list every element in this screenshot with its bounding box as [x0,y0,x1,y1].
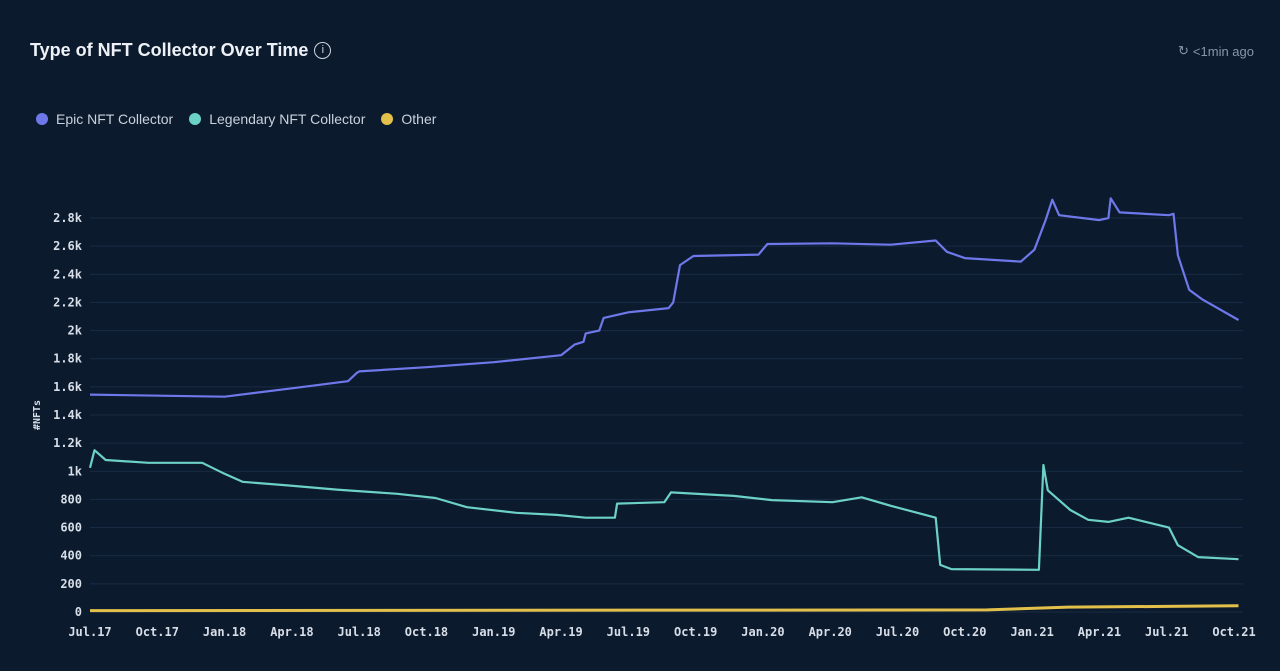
legend-label: Other [401,111,437,127]
y-tick-label: 1.2k [53,436,83,450]
x-tick-label: Oct.19 [674,625,717,639]
x-tick-label: Apr.19 [539,625,582,639]
y-tick-label: 2.2k [53,295,83,309]
y-axis-label: #NFTs [32,400,43,430]
x-tick-label: Oct.21 [1212,625,1255,639]
chart-title-text: Type of NFT Collector Over Time [30,40,309,60]
last-updated: ↻ <1min ago [1178,43,1254,59]
x-tick-label: Jan.19 [472,625,515,639]
x-tick-label: Apr.18 [270,625,313,639]
y-tick-label: 0 [75,605,82,619]
x-tick-label: Jul.17 [68,625,111,639]
x-tick-label: Oct.20 [943,625,986,639]
series-line-legendary-nft-collector [88,449,1239,571]
legend-item-legendary[interactable]: Legendary NFT Collector [189,111,365,127]
x-tick-label: Apr.21 [1078,625,1121,639]
y-tick-label: 2.4k [53,267,83,281]
legend-dot-icon [36,113,48,125]
legend-label: Epic NFT Collector [56,111,174,127]
x-tick-label: Jan.20 [741,625,784,639]
x-tick-label: Oct.17 [136,625,179,639]
refresh-clock-icon[interactable]: ↻ [1178,43,1189,58]
legend-dot-icon [381,113,394,125]
y-tick-label: 1.4k [53,408,83,422]
x-tick-label: Jul.19 [607,625,650,639]
x-tick-label: Apr.20 [809,625,852,639]
y-tick-label: 400 [60,549,82,563]
y-tick-label: 800 [60,492,82,506]
x-tick-label: Jul.18 [338,625,381,639]
x-tick-label: Jan.21 [1010,625,1053,639]
x-tick-label: Oct.18 [405,625,448,639]
x-tick-label: Jan.18 [203,625,246,639]
y-tick-label: 1.6k [53,380,83,394]
legend: Epic NFT Collector Legendary NFT Collect… [36,111,436,127]
chart-title: Type of NFT Collector Over Time i [30,40,332,61]
legend-label: Legendary NFT Collector [209,111,366,127]
y-tick-label: 2k [68,324,83,338]
y-tick-label: 1.8k [53,352,83,366]
y-tick-label: 2.8k [53,211,83,225]
y-tick-label: 1k [68,464,83,478]
y-tick-label: 200 [60,577,82,591]
series-line-epic-nft-collector [89,197,1240,398]
legend-item-other[interactable]: Other [381,111,436,127]
y-tick-label: 2.6k [53,239,83,253]
last-updated-text: <1min ago [1192,43,1254,59]
x-tick-label: Jul.20 [876,625,919,639]
x-tick-label: Jul.21 [1145,625,1188,639]
info-icon[interactable]: i [314,42,332,59]
legend-item-epic[interactable]: Epic NFT Collector [36,111,173,127]
legend-dot-icon [189,113,202,125]
y-tick-label: 600 [60,521,82,535]
series-line-other [89,604,1239,613]
